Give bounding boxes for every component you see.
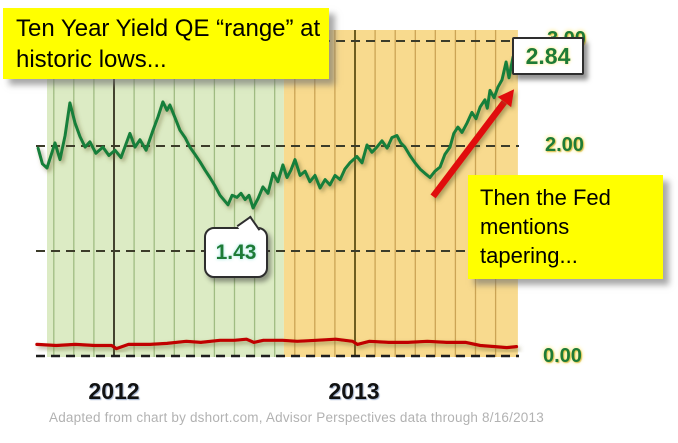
- low-value-bubble: 1.43: [204, 215, 268, 278]
- low-value-label: 1.43: [215, 240, 257, 264]
- x-tick-2013: 2013: [328, 378, 380, 404]
- peak-value-label: 2.84: [525, 42, 571, 69]
- y-tick-2.00: 2.00: [545, 134, 584, 156]
- tapering-callout: Then the Fed mentions tapering...: [468, 175, 663, 279]
- source-caption: Adapted from chart by dshort.com, Adviso…: [49, 410, 544, 425]
- x-tick-2012: 2012: [88, 378, 140, 404]
- qe-range-callout-line2: historic lows...: [16, 46, 167, 73]
- y-tick-0.00: 0.00: [543, 345, 582, 367]
- qe-range-callout-line1: Ten Year Yield QE “range” at: [16, 15, 321, 42]
- qe-range-callout: Ten Year Yield QE “range” at historic lo…: [3, 8, 329, 79]
- peak-value-box: 2.84: [512, 37, 584, 75]
